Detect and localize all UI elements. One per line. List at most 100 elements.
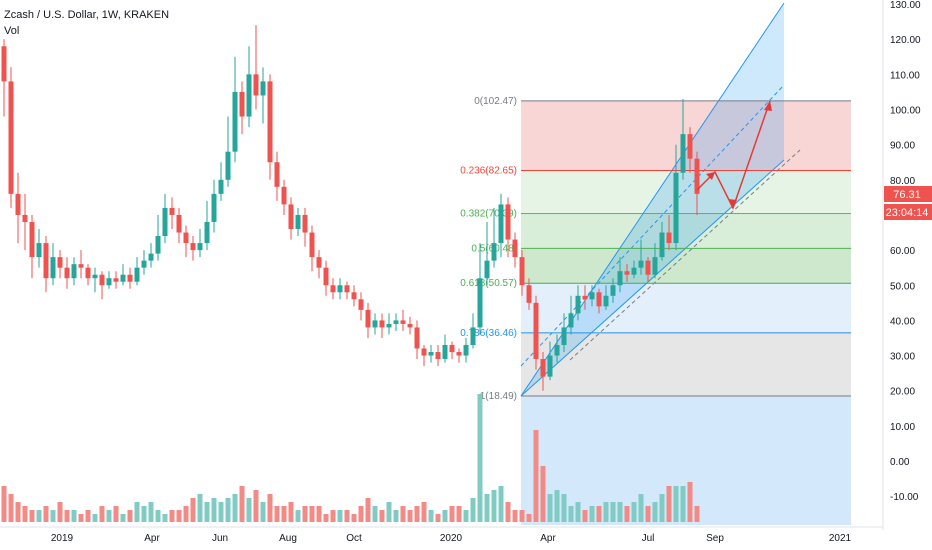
volume-bar — [169, 510, 175, 522]
y-tick-label: 120.00 — [890, 35, 921, 46]
channel-mid-line[interactable] — [520, 84, 785, 367]
volume-bar — [484, 494, 490, 522]
volume-bar — [260, 502, 266, 522]
volume-bar — [379, 510, 385, 522]
fib-zone-0236-0382 — [521, 171, 851, 215]
volume-bar — [617, 502, 623, 522]
volume-bar — [526, 514, 532, 522]
volume-bar — [155, 510, 161, 522]
fib-zone-0-0236 — [521, 101, 851, 171]
volume-bar — [50, 510, 56, 522]
volume-bar — [267, 494, 273, 522]
candle-body — [638, 260, 644, 268]
fib-zone-0786-1 — [521, 332, 851, 396]
candle-body — [15, 193, 21, 215]
volume-bar — [316, 506, 322, 522]
volume-bar — [281, 506, 287, 522]
candle-body — [554, 345, 560, 356]
volume-bar — [148, 502, 154, 522]
candle-body — [603, 295, 609, 307]
volume-bar — [421, 502, 427, 522]
volume-bar — [323, 514, 329, 522]
x-tick-label: Aug — [279, 533, 297, 544]
channel-lower-line[interactable] — [520, 159, 785, 397]
y-tick-label: 0.00 — [890, 457, 910, 468]
y-tick-label: 60.00 — [890, 246, 915, 257]
candles — [1, 25, 700, 391]
candle-body — [190, 243, 196, 251]
candle-body — [575, 295, 581, 314]
volume-bar — [659, 494, 665, 522]
candle-body — [302, 214, 308, 233]
candle-body — [260, 81, 266, 96]
volume-bar — [554, 490, 560, 522]
volume-bar — [393, 510, 399, 522]
volume-bar — [589, 506, 595, 522]
volume-bar — [603, 502, 609, 522]
volume-bar — [372, 506, 378, 522]
candle-body — [659, 232, 665, 258]
y-tick-label: 110.00 — [890, 70, 920, 81]
volume-bar — [141, 506, 147, 522]
projection-path[interactable] — [696, 100, 771, 210]
candle-body — [358, 299, 364, 310]
fib-zone-0382-05 — [521, 215, 851, 249]
x-tick-label: Apr — [540, 533, 556, 544]
volume-bar — [330, 510, 336, 522]
volume-bar — [442, 510, 448, 522]
volume-bar — [645, 506, 651, 522]
volume-bar — [22, 506, 28, 522]
volume-bar — [302, 506, 308, 522]
candle-body — [505, 204, 511, 240]
volume-bar — [246, 498, 252, 522]
candle-body — [127, 274, 133, 282]
fib-label: 0.236(82.65) — [460, 165, 517, 176]
fib-label: 1(18.49) — [480, 391, 517, 402]
candle-body — [624, 271, 630, 275]
volume-bar — [176, 510, 182, 522]
candle-body — [183, 232, 189, 244]
volume-bar — [113, 506, 119, 522]
countdown-text: 23:04:14 — [886, 207, 929, 219]
volume-bar — [624, 506, 630, 522]
chart-title: Zcash / U.S. Dollar, 1W, KRAKEN — [4, 9, 170, 21]
volume-bar — [253, 490, 259, 522]
volume-bar — [694, 506, 700, 522]
volume-bar — [365, 498, 371, 522]
arrowhead-1 — [706, 172, 715, 180]
candle-body — [36, 243, 42, 258]
candle-body — [57, 257, 63, 268]
candle-body — [113, 278, 119, 282]
candle-body — [323, 267, 329, 286]
volume-bar — [428, 510, 434, 522]
fib-zone-05-0618 — [521, 249, 851, 284]
candle-body — [106, 278, 112, 286]
candle-body — [582, 295, 588, 300]
candle-body — [1, 46, 7, 82]
candle-body — [281, 186, 287, 205]
candle-body — [449, 345, 455, 353]
volume-bar — [183, 506, 189, 522]
volume-bar — [211, 498, 217, 522]
candle-body — [400, 320, 406, 324]
candle-body — [43, 243, 49, 279]
volume-bar — [652, 502, 658, 522]
x-tick-label: 2021 — [829, 533, 852, 544]
candle-body — [379, 320, 385, 328]
candle-body — [162, 207, 168, 237]
channel-extension-line[interactable] — [569, 149, 801, 361]
volume-bar — [127, 510, 133, 522]
volume-bar — [631, 502, 637, 522]
candle-body — [85, 267, 91, 279]
volume-bar — [295, 510, 301, 522]
volume-bar — [666, 486, 672, 522]
volume-bar — [232, 494, 238, 522]
volume-bars — [1, 394, 700, 522]
volume-bar — [204, 502, 210, 522]
candle-body — [596, 292, 602, 307]
candle-body — [680, 134, 686, 173]
last-price-tag — [884, 186, 932, 202]
candle-body — [694, 158, 700, 194]
candle-body — [50, 257, 56, 279]
